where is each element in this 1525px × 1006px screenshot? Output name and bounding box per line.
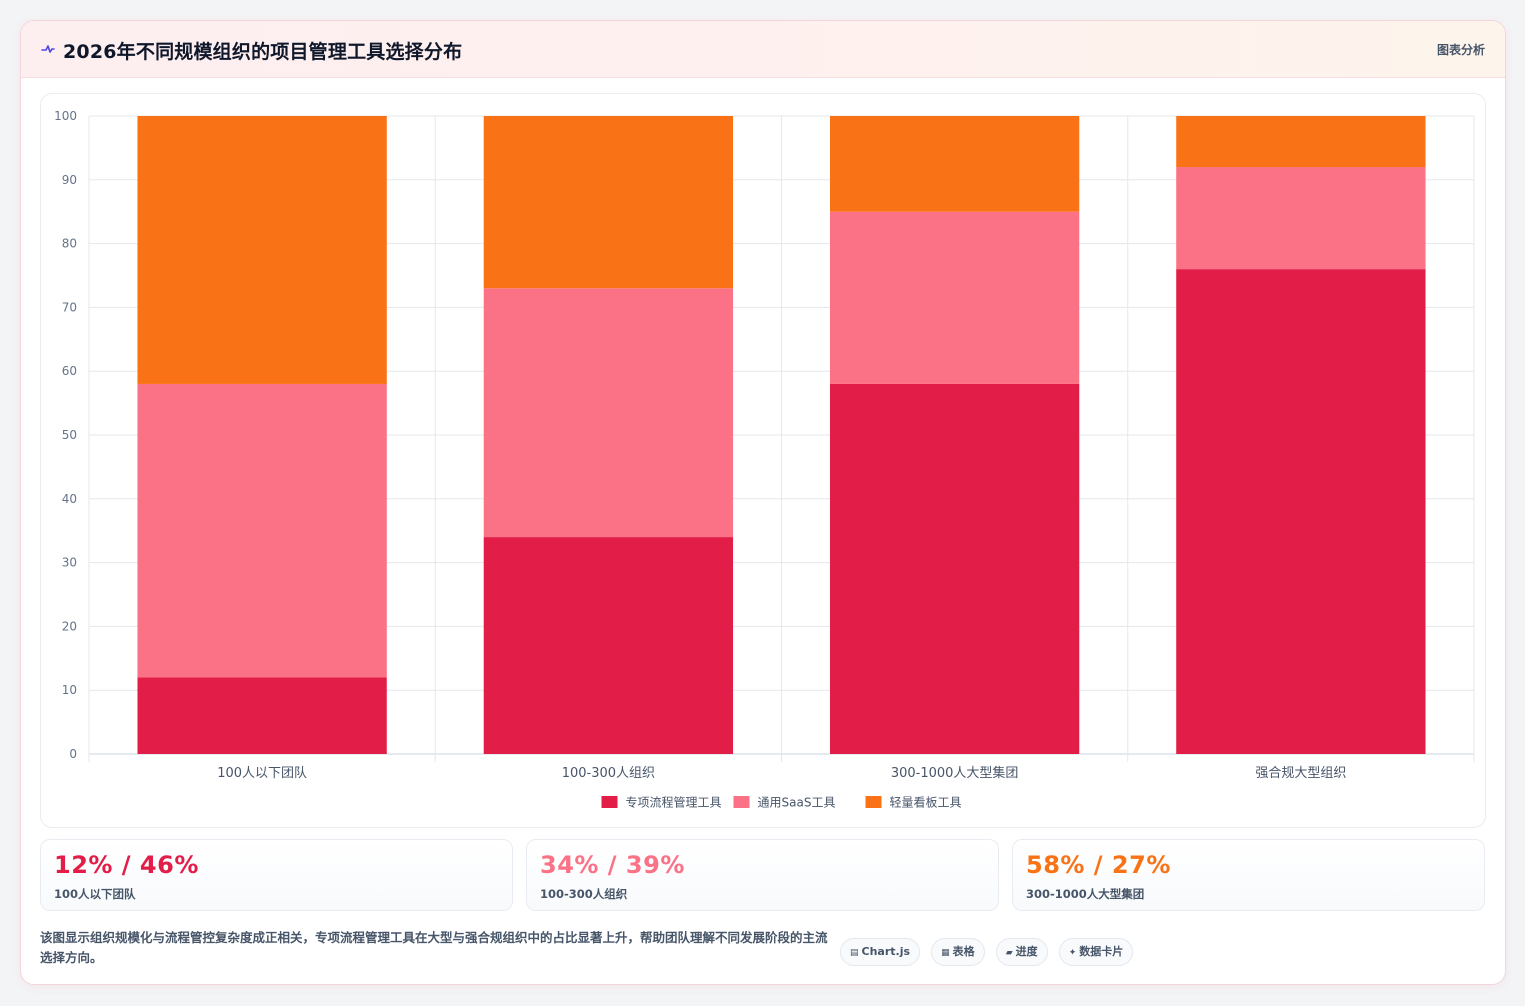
- chart-panel: 0 10 20 30 40 50 60 70 80 90 100 100人以下团队 100-300人组织…: [40, 93, 1486, 828]
- chip-label: 进度: [1015, 945, 1038, 958]
- x-tick-label: 强合规大型组织: [1255, 766, 1346, 781]
- feature-chips: ▤ Chart.js ▦ 表格 ▰ 进度 ✦ 数据卡片: [840, 938, 1139, 966]
- legend-label: 专项流程管理工具: [626, 795, 722, 810]
- y-tick-label: 100: [54, 109, 77, 123]
- chip-label: 表格: [952, 945, 975, 958]
- bar-segment: [829, 383, 1080, 754]
- stat-label: 100-300人组织: [540, 887, 628, 901]
- chip-data-cards[interactable]: ✦ 数据卡片: [1058, 938, 1134, 966]
- chip-table[interactable]: ▦ 表格: [931, 938, 985, 966]
- legend-label: 通用SaaS工具: [758, 796, 836, 810]
- x-tick-label: 300-1000人大型集团: [891, 765, 1019, 781]
- page-title: 2026年不同规模组织的项目管理工具选择分布: [63, 41, 463, 63]
- stat-value: 12% / 46%: [54, 851, 199, 879]
- chart-description: 该图显示组织规模化与流程管控复杂度成正相关，专项流程管理工具在大型与强合规组织中…: [40, 930, 828, 965]
- stat-value: 58% / 27%: [1026, 851, 1171, 879]
- y-tick-label: 20: [62, 619, 77, 633]
- chip-chartjs[interactable]: ▤ Chart.js: [840, 938, 921, 966]
- bar-segment: [1176, 116, 1426, 168]
- footer: 该图显示组织规模化与流程管控复杂度成正相关，专项流程管理工具在大型与强合规组织中…: [40, 926, 1486, 976]
- legend-swatch: [733, 796, 750, 808]
- stat-cards: 12% / 46% 100人以下团队 34% / 39% 100-300人组织 …: [40, 839, 1486, 911]
- x-tick-label: 100人以下团队: [217, 766, 307, 781]
- bar-segment: [137, 116, 387, 384]
- x-tick-label: 100-300人组织: [562, 766, 655, 781]
- legend-label: 轻量看板工具: [890, 796, 962, 810]
- chip-label: Chart.js: [861, 945, 911, 958]
- table-icon: ▦: [941, 948, 950, 958]
- stat-card: 12% / 46% 100人以下团队: [40, 839, 513, 911]
- progress-icon: ▰: [1005, 948, 1013, 958]
- chart-analysis-tag[interactable]: 图表分析: [1436, 43, 1485, 57]
- bar-segment: [829, 116, 1080, 212]
- y-tick-label: 80: [62, 237, 77, 251]
- y-tick-label: 50: [62, 428, 77, 442]
- stat-card: 58% / 27% 300-1000人大型集团: [1012, 839, 1485, 911]
- chart-card: 2026年不同规模组织的项目管理工具选择分布 图表分析 0 10 20 30 40 50 6…: [20, 20, 1506, 985]
- y-tick-label: 60: [62, 364, 77, 378]
- bar-segment: [829, 211, 1080, 384]
- chart-icon: ▤: [850, 948, 859, 958]
- y-tick-label: 0: [69, 747, 77, 761]
- bar-segment: [483, 537, 734, 754]
- stat-card: 34% / 39% 100-300人组织: [526, 839, 999, 911]
- y-tick-label: 90: [62, 173, 77, 187]
- legend-swatch: [601, 796, 618, 808]
- stat-label: 300-1000人大型集团: [1026, 887, 1145, 901]
- y-tick-label: 30: [62, 556, 77, 570]
- card-header: 2026年不同规模组织的项目管理工具选择分布 图表分析: [21, 21, 1505, 78]
- stat-value: 34% / 39%: [540, 851, 685, 879]
- y-tick-label: 70: [62, 300, 77, 314]
- y-tick-label: 10: [62, 683, 77, 697]
- legend-swatch: [865, 796, 882, 808]
- chip-label: 数据卡片: [1079, 945, 1124, 958]
- bar-segment: [137, 383, 387, 678]
- stacked-bar-chart: 0 10 20 30 40 50 60 70 80 90 100 100人以下团队 100-300人组织…: [54, 109, 1475, 810]
- bar-segment: [137, 677, 387, 754]
- stat-label: 100人以下团队: [54, 887, 136, 901]
- y-tick-label: 40: [62, 492, 77, 506]
- pulse-icon: [41, 45, 55, 53]
- bar-segment: [1176, 167, 1426, 270]
- sparkle-icon: ✦: [1068, 948, 1077, 958]
- chip-progress[interactable]: ▰ 进度: [995, 938, 1048, 966]
- bar-segment: [483, 116, 734, 289]
- bar-segment: [1176, 269, 1426, 754]
- bar-segment: [483, 288, 734, 538]
